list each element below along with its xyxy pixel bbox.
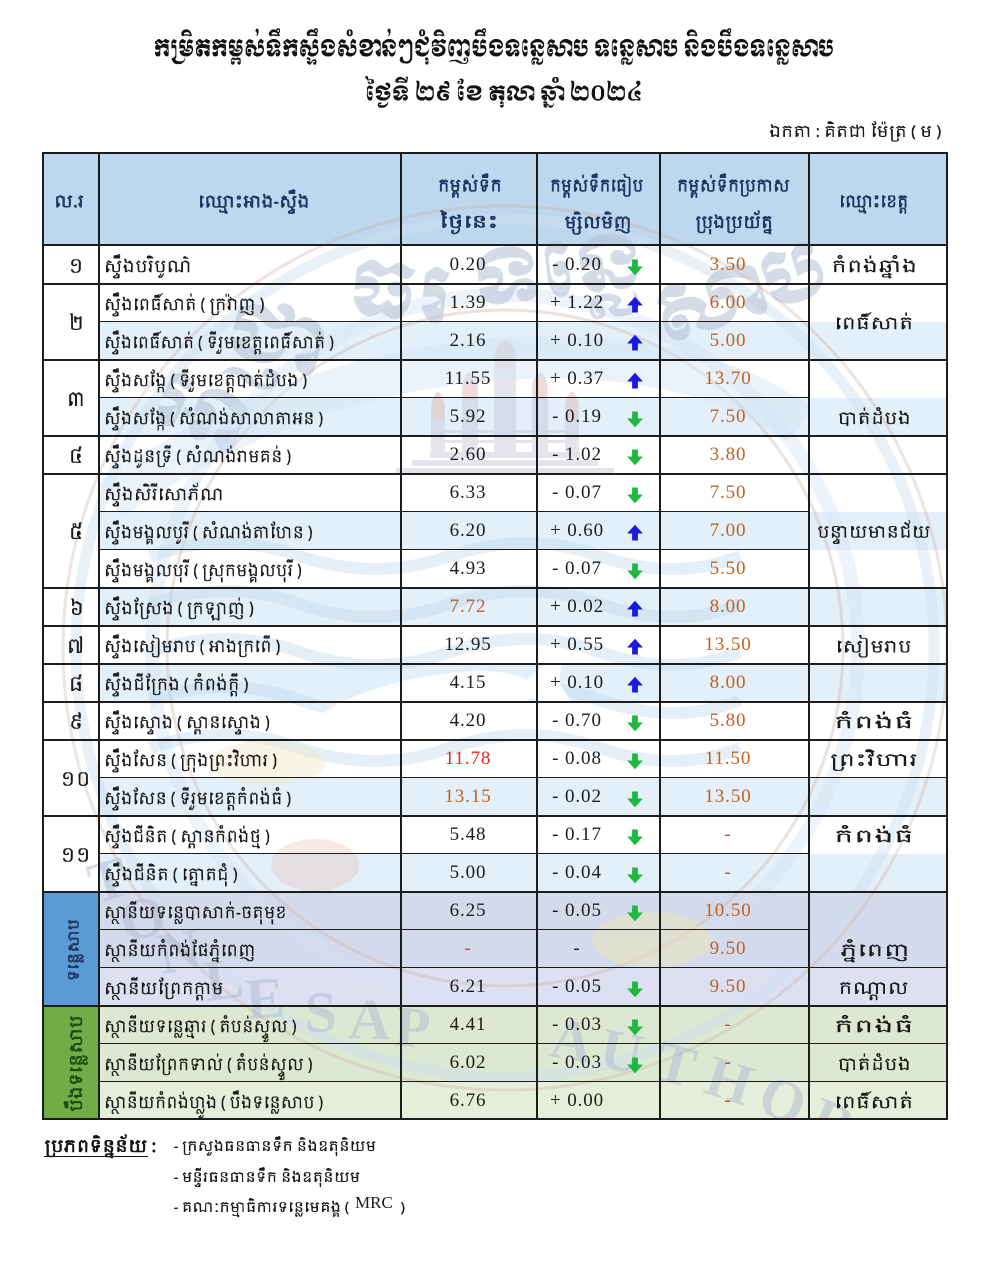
svg-text:P: P <box>392 993 433 1061</box>
svg-text:L: L <box>201 945 247 1014</box>
svg-text:E: E <box>243 964 286 1032</box>
svg-text:A: A <box>546 1005 598 1076</box>
svg-text:A: A <box>348 986 392 1052</box>
svg-text:S: S <box>304 979 337 1045</box>
svg-text:O: O <box>750 1061 815 1118</box>
svg-text:T: T <box>649 1028 703 1101</box>
